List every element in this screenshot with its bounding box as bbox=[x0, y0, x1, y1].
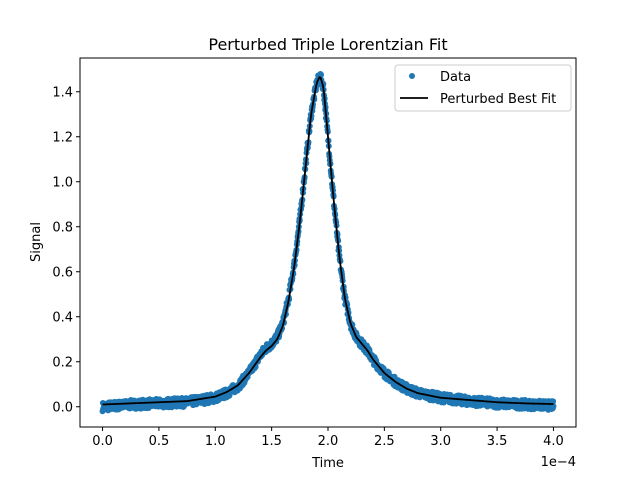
y-tick-label: 1.0 bbox=[52, 175, 73, 190]
x-tick-label: 2.5 bbox=[374, 434, 395, 449]
x-tick-label: 0.5 bbox=[149, 434, 170, 449]
plot-area bbox=[99, 71, 557, 415]
x-tick-label: 3.5 bbox=[487, 434, 508, 449]
legend-marker-data bbox=[409, 73, 415, 79]
data-point bbox=[550, 398, 557, 405]
legend: Data Perturbed Best Fit bbox=[394, 64, 572, 112]
fit-series-line bbox=[102, 76, 554, 406]
x-tick-label: 2.0 bbox=[318, 434, 339, 449]
y-tick-label: 0.4 bbox=[52, 310, 73, 325]
legend-label-fit: Perturbed Best Fit bbox=[440, 92, 556, 107]
chart-title: Perturbed Triple Lorentzian Fit bbox=[208, 35, 447, 54]
legend-label-data: Data bbox=[440, 70, 471, 85]
y-axis-ticks: 0.0 0.2 0.4 0.6 0.8 1.0 1.2 1.4 bbox=[52, 85, 80, 415]
data-point bbox=[318, 71, 325, 78]
x-tick-label: 0.0 bbox=[92, 434, 113, 449]
y-tick-label: 0.0 bbox=[52, 400, 73, 415]
y-tick-label: 1.2 bbox=[52, 130, 73, 145]
x-axis-offset-text: 1e−4 bbox=[541, 455, 576, 470]
x-axis-label: Time bbox=[311, 456, 344, 471]
x-tick-label: 4.0 bbox=[543, 434, 564, 449]
y-tick-label: 0.2 bbox=[52, 355, 73, 370]
y-tick-label: 0.6 bbox=[52, 265, 73, 280]
x-tick-label: 1.0 bbox=[205, 434, 226, 449]
y-tick-label: 1.4 bbox=[52, 85, 73, 100]
y-axis-label: Signal bbox=[29, 222, 44, 262]
x-tick-label: 3.0 bbox=[430, 434, 451, 449]
y-tick-label: 0.8 bbox=[52, 220, 73, 235]
x-tick-label: 1.5 bbox=[261, 434, 282, 449]
legend-box bbox=[394, 64, 572, 112]
x-axis-ticks: 0.0 0.5 1.0 1.5 2.0 2.5 3.0 3.5 4.0 bbox=[92, 427, 564, 449]
